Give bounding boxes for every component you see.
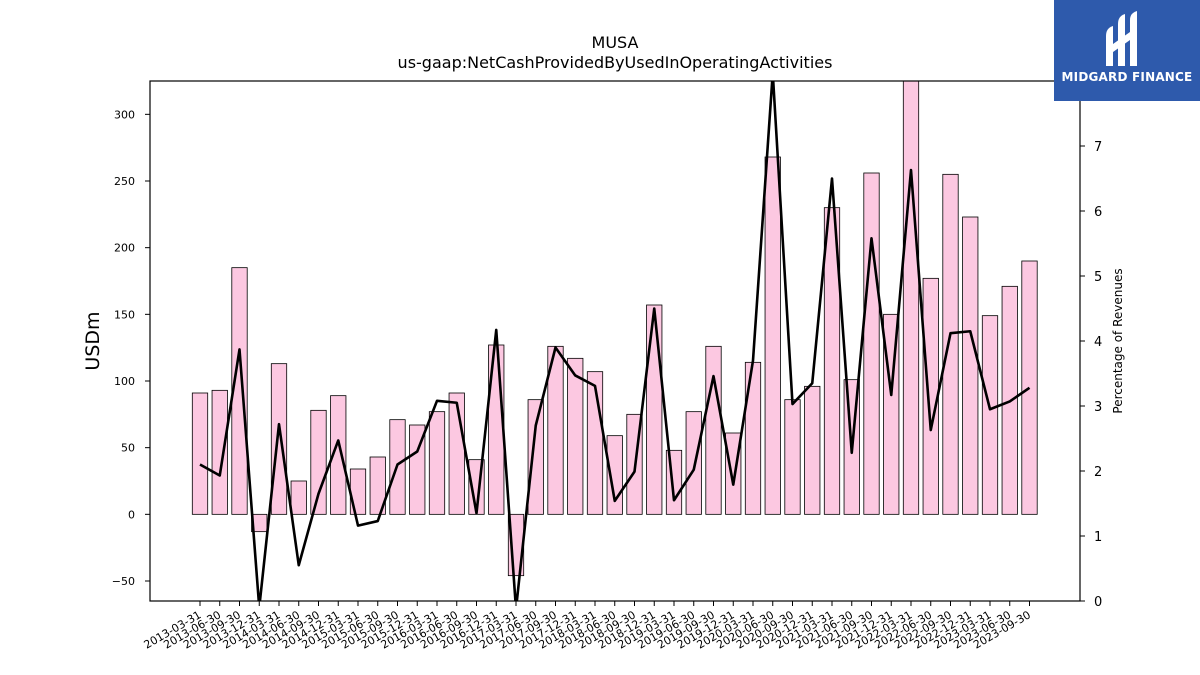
y-tick-label: 0 <box>128 508 135 521</box>
bar-2018-12-31 <box>646 304 663 515</box>
y2-tick-label: 2 <box>1094 465 1102 480</box>
percentage-line <box>199 81 1031 601</box>
y-tick-label: 150 <box>114 308 135 321</box>
logo-mark-icon <box>1106 11 1137 66</box>
plot-frame <box>149 80 1081 602</box>
chart-subtitle: us-gaap:NetCashProvidedByUsedInOperating… <box>398 53 833 72</box>
bar-2021-09-30 <box>863 172 880 515</box>
bar-2015-06-30 <box>369 456 386 515</box>
bar-2013-03-31 <box>191 392 209 515</box>
bar-2017-06-30 <box>527 399 544 515</box>
bar-2022-09-30 <box>942 173 959 515</box>
y2-tick-label: 6 <box>1094 205 1102 220</box>
y-tick-label: 300 <box>114 108 135 121</box>
x-axis: 2013-03-312013-06-302013-09-302013-12-31… <box>142 601 1033 652</box>
bar-2023-03-31 <box>981 315 999 515</box>
bar-2022-03-31 <box>902 81 920 515</box>
bar-2014-06-30 <box>290 480 307 515</box>
y2-tick-label: 5 <box>1094 270 1102 285</box>
bar-2016-03-31 <box>428 411 446 515</box>
bar-2021-03-31 <box>823 207 841 515</box>
bar-2020-03-31 <box>744 361 762 515</box>
y-tick-label: 50 <box>121 442 135 455</box>
chart-title: MUSA <box>592 33 639 52</box>
logo-text: MIDGARD FINANCE <box>1061 70 1193 84</box>
bar-2017-12-31 <box>567 357 584 515</box>
bar-2020-12-31 <box>804 385 821 515</box>
y-axis-label: USDm <box>82 311 104 370</box>
bar-series <box>191 81 1038 577</box>
y2-tick-label: 0 <box>1094 595 1102 610</box>
y-tick-label: 200 <box>114 242 135 255</box>
bar-2013-06-30 <box>211 389 228 515</box>
bar-2014-12-31 <box>330 395 347 515</box>
y-axis-left: −50 0 50 100 150 200 250 300 <box>112 108 150 588</box>
bar-2015-12-31 <box>409 424 426 515</box>
bar-2014-03-31 <box>270 363 288 515</box>
bar-2016-06-30 <box>448 392 465 515</box>
bar-2019-06-30 <box>685 411 702 515</box>
bar-2022-12-31 <box>962 216 979 515</box>
y2-tick-label: 4 <box>1094 335 1102 350</box>
bar-2023-09-30 <box>1021 260 1038 515</box>
y-tick-label: 100 <box>114 375 135 388</box>
y2-tick-label: 3 <box>1094 400 1102 415</box>
y-tick-label: 250 <box>114 175 135 188</box>
bar-2014-09-30 <box>310 409 327 515</box>
bar-2019-09-30 <box>705 345 722 515</box>
y2-axis-label: Percentage of Revenues <box>1111 268 1125 413</box>
line-series <box>199 81 1031 601</box>
y-axis-right: 0 1 2 3 4 5 6 7 <box>1080 140 1102 610</box>
y2-tick-label: 1 <box>1094 530 1102 545</box>
bar-2022-06-30 <box>922 277 939 515</box>
bar-2020-06-30 <box>764 156 781 515</box>
y-tick-label: −50 <box>112 575 135 588</box>
bar-2020-09-30 <box>784 399 801 515</box>
y2-tick-label: 7 <box>1094 140 1102 155</box>
brand-logo: MIDGARD FINANCE <box>1054 0 1200 101</box>
